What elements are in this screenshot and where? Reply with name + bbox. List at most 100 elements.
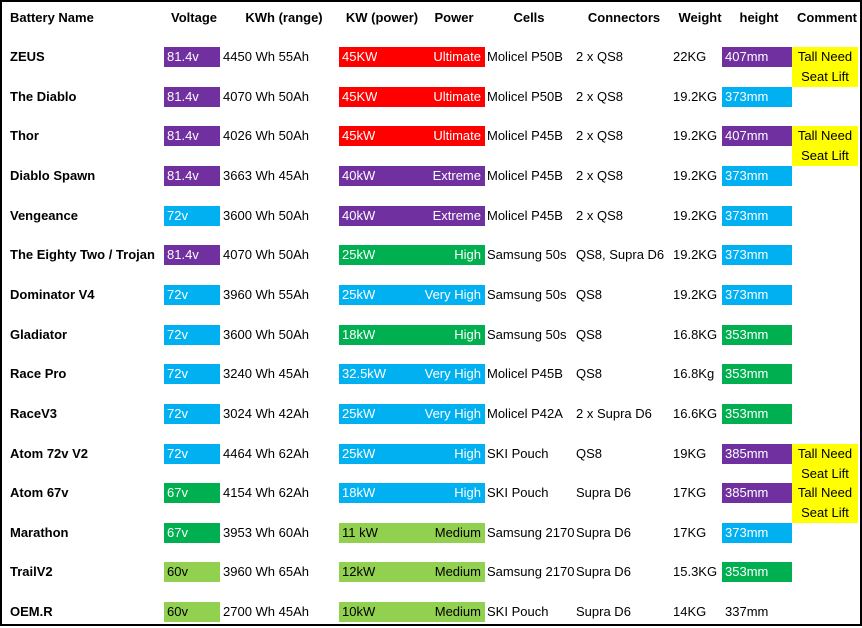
height-cell: 373mm: [722, 284, 792, 305]
capacity: 3240 Wh 45Ah: [223, 366, 310, 382]
weight: 22KG: [673, 49, 707, 64]
column-header: Voltage: [171, 10, 217, 25]
power-cell: 12kW Medium: [339, 562, 485, 583]
weight: 17KG: [673, 524, 707, 540]
height-cell: 353mm: [722, 562, 792, 583]
power-cell: 40kW Extreme: [339, 165, 485, 186]
kw-value: 40kW: [342, 167, 376, 183]
power-cell: 25kW Very High: [339, 403, 485, 424]
battery-name: Diablo Spawn: [10, 167, 96, 183]
height-cell: 353mm: [722, 364, 792, 385]
kw-value: 25kW: [342, 247, 376, 263]
power-cell: 18kW High: [339, 324, 485, 345]
connectors: QS8: [576, 326, 603, 342]
cells: Molicel P45B: [487, 128, 563, 144]
height-cell: 337mm: [725, 604, 769, 620]
weight: 17KG: [673, 485, 707, 501]
cells: Samsung 50s: [487, 286, 567, 302]
kw-value: 40kW: [342, 207, 376, 223]
battery-name: ZEUS: [10, 49, 45, 64]
height-cell: 407mm: [722, 47, 792, 67]
cells: Samsung 21700: [487, 524, 575, 540]
battery-name: Thor: [10, 128, 39, 144]
weight: 16.6KG: [673, 405, 718, 421]
connectors: 2 x Supra D6: [576, 405, 652, 421]
power-level: Ultimate: [433, 128, 481, 144]
power-level: High: [454, 326, 481, 342]
cells: Molicel P42A: [487, 405, 563, 421]
power-level: Medium: [434, 604, 481, 620]
cells: Samsung 50s: [487, 326, 567, 342]
kw-value: 18kW: [342, 326, 376, 342]
kw-value: 25kW: [342, 405, 376, 421]
capacity: 3600 Wh 50Ah: [223, 207, 310, 223]
kw-value: 12kW: [342, 564, 376, 580]
battery-name: Vengeance: [10, 207, 78, 223]
height-cell: 373mm: [722, 245, 792, 266]
connectors: 2 x QS8: [576, 128, 623, 144]
power-cell: 45KW Ultimate: [339, 86, 485, 107]
capacity: 4450 Wh 55Ah: [223, 49, 310, 64]
cells: Molicel P50B: [487, 49, 563, 64]
height-cell: 385mm: [722, 443, 792, 464]
connectors: QS8, Supra D6: [576, 247, 665, 263]
power-level: Very High: [424, 366, 481, 382]
voltage-cell: 81.4v: [164, 86, 220, 107]
weight: 19.2KG: [673, 207, 718, 223]
voltage-cell: 81.4v: [164, 165, 220, 186]
height-cell: 373mm: [722, 86, 792, 107]
capacity: 3960 Wh 55Ah: [223, 286, 310, 302]
capacity: 3024 Wh 42Ah: [223, 405, 310, 421]
cells: Molicel P45B: [487, 207, 563, 223]
voltage-cell: 60v: [164, 602, 220, 623]
weight: 19KG: [673, 445, 707, 461]
weight: 16.8KG: [673, 326, 718, 342]
power-cell: 45kW Ultimate: [339, 126, 485, 147]
weight: 19.2KG: [673, 128, 718, 144]
comment: Tall Need Seat Lift: [792, 47, 858, 87]
height-cell: 407mm: [722, 126, 792, 147]
voltage-cell: 72v: [164, 284, 220, 305]
comment: Tall Need Seat Lift: [792, 443, 858, 484]
connectors: 2 x QS8: [576, 207, 623, 223]
capacity: 4154 Wh 62Ah: [223, 485, 310, 501]
connectors: QS8: [576, 445, 603, 461]
kw-value: 45KW: [342, 88, 378, 104]
height-cell: 373mm: [722, 522, 792, 543]
voltage-cell: 81.4v: [164, 126, 220, 147]
battery-name: The Diablo: [10, 88, 77, 104]
kw-value: 32.5kW: [342, 366, 387, 382]
height-cell: 385mm: [722, 483, 792, 504]
voltage-cell: 67v: [164, 522, 220, 543]
battery-name: Marathon: [10, 524, 69, 540]
power-cell: 25kW High: [339, 245, 485, 266]
weight: 19.2KG: [673, 286, 718, 302]
power-level: Ultimate: [433, 49, 481, 64]
column-header: KW (power): [345, 10, 419, 25]
kw-value: 45KW: [342, 49, 378, 64]
weight: 19.2KG: [673, 167, 718, 183]
column-header: Comment: [797, 10, 857, 25]
power-level: Medium: [434, 524, 481, 540]
cells: SKI Pouch: [487, 485, 549, 501]
battery-name: RaceV3: [10, 405, 57, 421]
voltage-cell: 72v: [164, 443, 220, 464]
voltage-cell: 60v: [164, 562, 220, 583]
weight: 19.2KG: [673, 88, 718, 104]
kw-value: 10kW: [342, 604, 376, 620]
column-header: Battery Name: [10, 10, 94, 25]
capacity: 3663 Wh 45Ah: [223, 167, 310, 183]
connectors: Supra D6: [576, 564, 631, 580]
capacity: 4026 Wh 50Ah: [223, 128, 310, 144]
column-header: Weight: [678, 10, 722, 25]
kw-value: 45kW: [342, 128, 376, 144]
power-cell: 10kW Medium: [339, 602, 485, 623]
column-header: KWh (range): [245, 10, 323, 25]
weight: 19.2KG: [673, 247, 718, 263]
battery-name: Atom 72v V2: [10, 445, 89, 461]
power-cell: 32.5kW Very High: [339, 364, 485, 385]
power-cell: 25kW Very High: [339, 284, 485, 305]
kw-value: 25kW: [342, 286, 376, 302]
column-header: height: [739, 10, 779, 25]
